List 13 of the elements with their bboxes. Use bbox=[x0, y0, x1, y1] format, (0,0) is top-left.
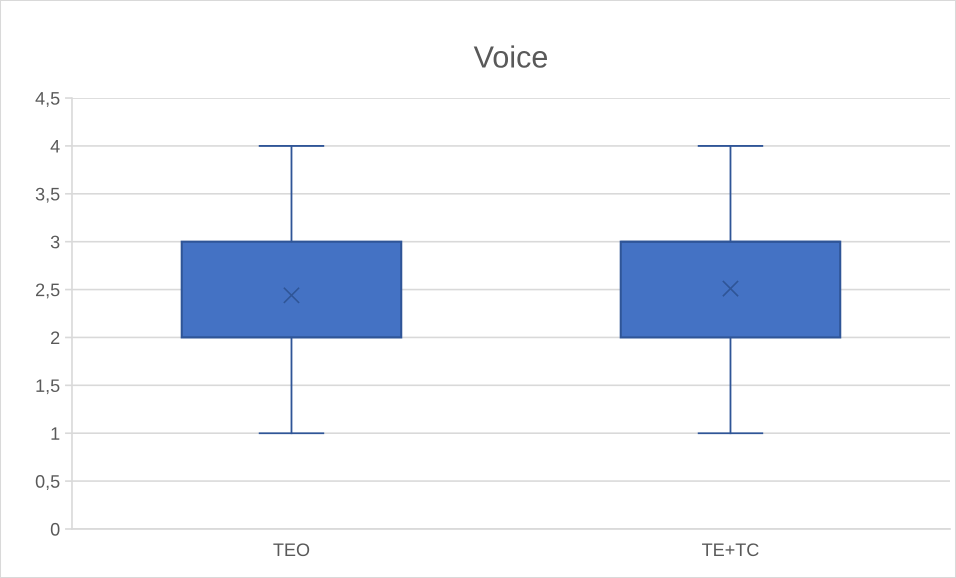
y-tick-label: 1,5 bbox=[36, 379, 60, 394]
chart-title: Voice bbox=[474, 45, 547, 68]
y-tick-label: 0,5 bbox=[36, 475, 60, 490]
y-tick-label: 0 bbox=[50, 522, 60, 536]
y-tick-label: 4,5 bbox=[36, 92, 60, 107]
y-tick-label: 4 bbox=[50, 140, 60, 152]
y-tick-label: 1 bbox=[52, 427, 60, 440]
y-tick-label: 3 bbox=[50, 236, 60, 248]
y-tick-label: 2 bbox=[51, 331, 60, 344]
x-tick-label: TE+TC bbox=[702, 543, 759, 556]
x-tick-label: TEO bbox=[273, 543, 310, 556]
y-tick-label: 2,5 bbox=[36, 284, 60, 298]
y-tick-label: 3,5 bbox=[36, 188, 60, 203]
